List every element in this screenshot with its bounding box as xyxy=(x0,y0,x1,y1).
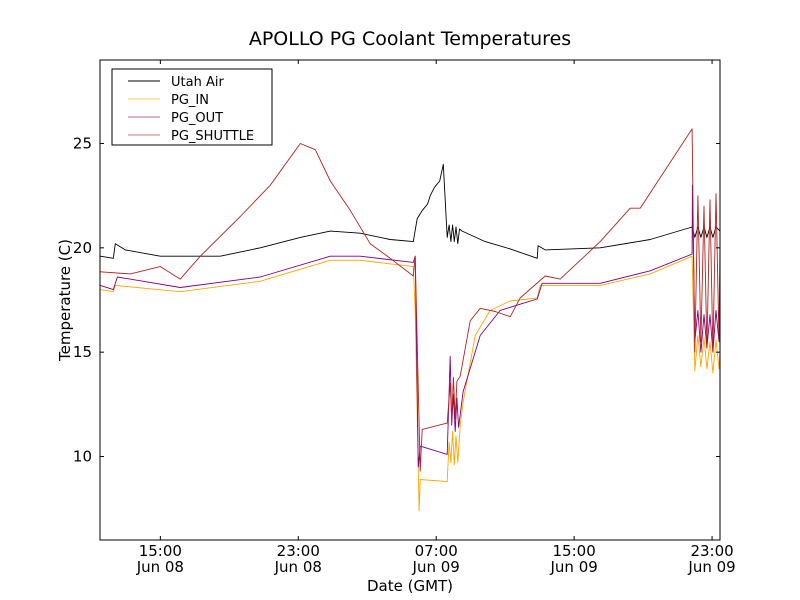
legend-box xyxy=(111,68,273,146)
x-tick-time: 23:00 xyxy=(277,542,320,560)
legend-label: Utah Air xyxy=(171,75,224,90)
x-tick-date: Jun 08 xyxy=(136,558,184,576)
x-tick-date: Jun 09 xyxy=(412,558,460,576)
chart-title: APOLLO PG Coolant Temperatures xyxy=(249,28,571,50)
series-line-pg-in xyxy=(100,255,721,512)
x-tick-time: 23:00 xyxy=(690,542,733,560)
x-tick-time: 15:00 xyxy=(553,542,596,560)
legend: Utah Air PG_IN PG_OUT PG_SHUTTLE xyxy=(111,68,273,146)
x-tick-date: Jun 08 xyxy=(274,558,322,576)
axes-frame xyxy=(99,59,721,541)
x-tick-date: Jun 09 xyxy=(549,558,597,576)
y-tick-label: 10 xyxy=(73,448,92,466)
series-layer xyxy=(100,128,721,512)
series-line-pg-out xyxy=(100,184,721,468)
legend-label: PG_IN xyxy=(171,93,209,108)
x-tick-date: Jun 09 xyxy=(687,558,735,576)
y-tick-label: 20 xyxy=(73,239,92,257)
x-tick-time: 07:00 xyxy=(415,542,458,560)
y-axis-label: Temperature (C) xyxy=(56,239,74,362)
legend-label: PG_SHUTTLE xyxy=(171,129,254,144)
y-tick-label: 15 xyxy=(73,343,92,361)
x-axis-label: Date (GMT) xyxy=(367,577,453,595)
y-tick-label: 25 xyxy=(73,134,92,152)
x-tick-time: 15:00 xyxy=(139,542,182,560)
series-line-pg-shuttle xyxy=(100,128,721,472)
legend-label: PG_OUT xyxy=(171,111,223,126)
